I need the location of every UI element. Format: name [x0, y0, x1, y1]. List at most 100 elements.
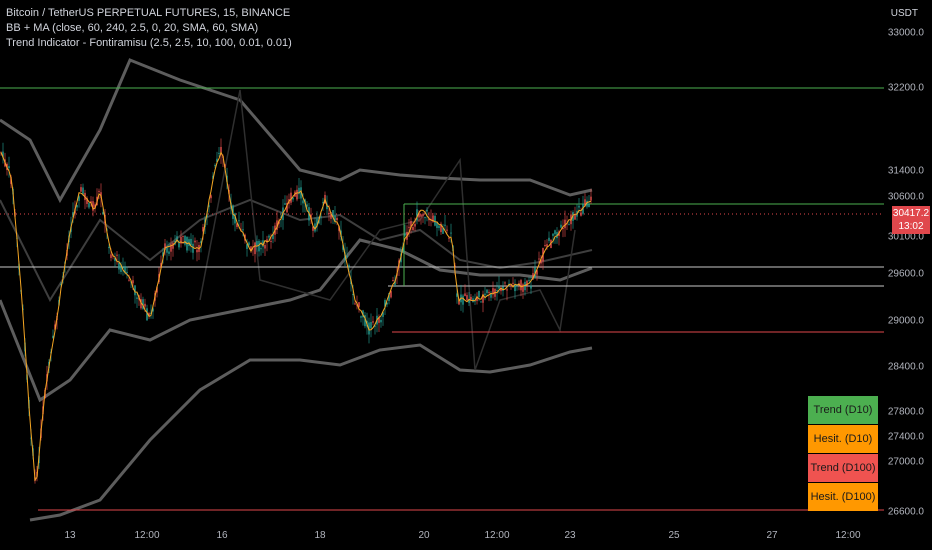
candle-body: [132, 280, 134, 284]
candle-body: [584, 199, 586, 207]
candle-body: [320, 216, 322, 218]
candle-body: [300, 187, 302, 199]
candle-body: [486, 289, 488, 294]
candle-body: [514, 285, 516, 292]
candle-body: [580, 212, 582, 216]
candle-body: [124, 266, 126, 274]
candle-body: [374, 325, 376, 327]
candle-body: [528, 280, 530, 282]
candle-body: [432, 215, 434, 222]
candle-body: [144, 303, 146, 307]
candle-body: [456, 293, 458, 297]
candle-body: [122, 267, 124, 269]
candle-body: [538, 258, 540, 260]
candle-body: [354, 303, 356, 305]
candle-body: [548, 237, 550, 241]
candle-body: [418, 212, 420, 218]
candle-body: [440, 223, 442, 233]
candle-body: [496, 290, 498, 292]
candle-body: [550, 239, 552, 248]
candle-body: [510, 285, 512, 287]
candle-body: [264, 244, 266, 249]
candle-body: [88, 202, 90, 208]
candle-body: [262, 240, 264, 247]
price-tick-label: 31400.0: [887, 165, 924, 177]
candle-body: [182, 235, 184, 237]
price-tick-label: 29600.0: [887, 268, 924, 280]
indicator-bb-ma[interactable]: BB + MA (close, 60, 240, 2.5, 0, 20, SMA…: [6, 22, 259, 34]
candle-body: [454, 265, 456, 267]
bb-long-band: [199, 89, 576, 371]
candle-body: [526, 280, 528, 286]
time-tick-label: 16: [216, 530, 228, 541]
candle-body: [500, 287, 502, 292]
candle-body: [478, 290, 480, 297]
candle-body: [214, 165, 216, 167]
bb-upper-outer: [0, 58, 593, 204]
candle-body: [208, 205, 210, 207]
price-tick-label: 27000.0: [887, 456, 924, 468]
candle-body: [326, 203, 328, 210]
candle-body: [588, 204, 590, 208]
candle-body: [586, 200, 588, 207]
trend-cell: Trend (D100): [808, 454, 878, 483]
candle-body: [76, 205, 78, 208]
candle-body: [152, 308, 154, 312]
candle-body: [430, 218, 432, 220]
candle-body: [118, 262, 120, 270]
candle-body: [172, 243, 174, 249]
candle-body: [370, 322, 372, 329]
candle-body: [426, 209, 428, 212]
candle-body: [2, 151, 4, 158]
trend-cell: Hesit. (D100): [808, 483, 878, 512]
candle-body: [86, 197, 88, 204]
candle-body: [194, 240, 196, 243]
candle-body: [498, 285, 500, 289]
candle-body: [298, 187, 300, 195]
candle-body: [560, 224, 562, 228]
candle-body: [272, 234, 274, 239]
candle-body: [102, 212, 104, 215]
bollinger-bands: [0, 58, 593, 522]
candle-body: [488, 291, 490, 293]
time-tick-label: 27: [766, 530, 778, 541]
symbol-title[interactable]: Bitcoin / TetherUS PERPETUAL FUTURES, 15…: [6, 7, 291, 19]
candle-body: [402, 247, 404, 252]
candle-body: [422, 214, 424, 216]
candle-body: [410, 221, 412, 228]
time-tick-label: 25: [668, 530, 680, 541]
candle-body: [378, 317, 380, 323]
bb-lower-outer: [29, 343, 593, 522]
candle-body: [110, 254, 112, 258]
candle-body: [390, 291, 392, 298]
candle-body: [358, 302, 360, 307]
bb-middle: [0, 238, 593, 403]
candle-body: [202, 227, 204, 232]
candle-body: [356, 304, 358, 306]
indicator-trend[interactable]: Trend Indicator - Fontiramisu (2.5, 2.5,…: [6, 37, 292, 49]
time-tick-label: 18: [314, 530, 326, 541]
candle-body: [306, 204, 308, 207]
candle-body: [386, 302, 388, 305]
candle-body: [568, 224, 570, 226]
candle-body: [414, 223, 416, 227]
candle-body: [316, 218, 318, 227]
candle-body: [54, 324, 56, 330]
candle-body: [434, 215, 436, 226]
candle-body: [522, 284, 524, 292]
candle-body: [314, 223, 316, 232]
candle-body: [562, 228, 564, 230]
candle-body: [388, 293, 390, 301]
candle-body: [546, 244, 548, 247]
time-tick-label: 20: [418, 530, 430, 541]
candle-body: [312, 226, 314, 231]
candle-body: [540, 259, 542, 264]
price-tick-label: 30100.0: [887, 231, 924, 243]
candle-body: [286, 203, 288, 213]
candle-body: [384, 300, 386, 307]
candle-body: [466, 295, 468, 300]
candle-body: [108, 246, 110, 249]
candle-body: [260, 248, 262, 250]
time-tick-label: 12:00: [484, 530, 510, 541]
